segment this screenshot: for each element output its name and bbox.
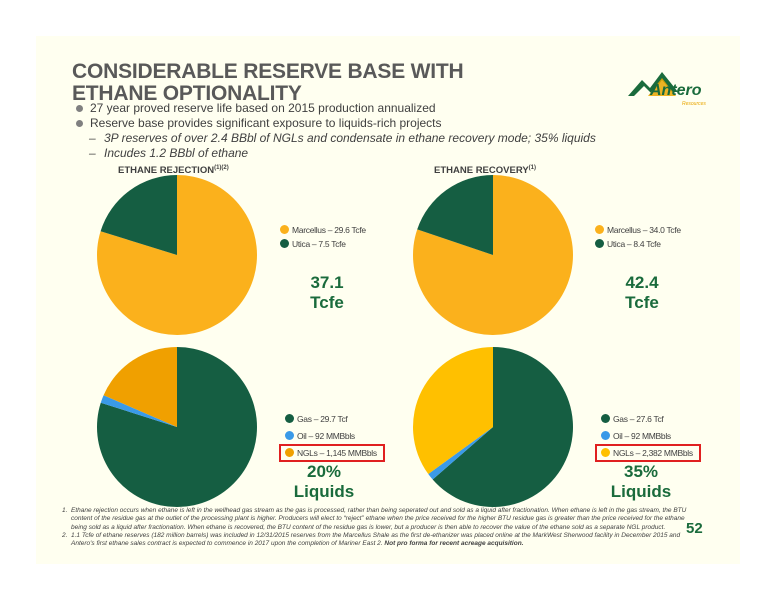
footnote-2: 2. 1.1 Tcfe of ethane reserves (182 milli…	[62, 531, 681, 548]
legend-item: Utica – 8.4 Tcfe	[595, 238, 661, 250]
title-line-1: CONSIDERABLE RESERVE BASE WITH	[72, 60, 464, 83]
panel-header-ethane-recovery: ETHANE RECOVERY(1)	[434, 165, 537, 177]
legend-item: Gas – 29.7 Tcf	[285, 413, 348, 425]
pie-slice-ngls	[413, 347, 493, 475]
pie-chart-recovery-products	[413, 347, 573, 507]
bullet-item: Reserve base provides significant exposu…	[74, 116, 634, 131]
footnotes: 1. Ethane rejection occurs when ethane is…	[62, 507, 702, 548]
legend-swatch-icon	[595, 239, 604, 248]
pie-slice-utica	[100, 175, 177, 255]
page-number: 52	[686, 520, 703, 537]
pie-chart-rejection-products	[97, 347, 257, 507]
dash-icon: –	[89, 131, 96, 145]
pie-chart-recovery-reserves	[413, 175, 573, 335]
sub-bullet-item: – Incudes 1.2 BBbl of ethane	[89, 146, 249, 160]
legend-item: Oil – 92 MMBbls	[285, 430, 355, 442]
slide-title: CONSIDERABLE RESERVE BASE WITH ETHANE OP…	[72, 61, 592, 105]
bullet-list: 27 year proved reserve life based on 201…	[74, 101, 634, 161]
title-line-2: ETHANE OPTIONALITY	[72, 82, 302, 105]
legend-swatch-icon	[280, 239, 289, 248]
bullet-dot-icon	[76, 105, 83, 112]
legend-item-highlighted: NGLs – 1,145 MMBbls	[279, 444, 385, 462]
legend-swatch-icon	[601, 431, 610, 440]
pie-slice-ngls	[103, 347, 177, 427]
pie-slice-gas	[432, 347, 573, 507]
antero-logo-icon	[628, 72, 678, 96]
legend-swatch-icon	[601, 448, 610, 457]
bullet-item: 27 year proved reserve life based on 201…	[74, 101, 634, 116]
logo-subtitle: Resources	[682, 101, 706, 107]
legend-item-highlighted: NGLs – 2,382 MMBbls	[595, 444, 701, 462]
bullet-dot-icon	[76, 120, 83, 127]
legend-item: Oil – 92 MMBbls	[601, 430, 671, 442]
pie-center-label: 35% Liquids	[610, 462, 672, 501]
pie-center-label: 20% Liquids	[293, 462, 355, 501]
legend-swatch-icon	[285, 448, 294, 457]
pie-chart-rejection-reserves	[97, 175, 257, 335]
legend-swatch-icon	[595, 225, 604, 234]
legend-swatch-icon	[285, 414, 294, 423]
pie-slice-oil	[100, 395, 177, 427]
legend-item: Marcellus – 29.6 Tcfe	[280, 224, 366, 236]
legend-swatch-icon	[601, 414, 610, 423]
sub-bullet-item: –3P reserves of over 2.4 BBbl of NGLs an…	[89, 131, 596, 145]
pie-slice-oil	[428, 427, 493, 480]
legend-item: Gas – 27.6 Tcf	[601, 413, 664, 425]
footnote-1: 1. Ethane rejection occurs when ethane is…	[62, 507, 687, 531]
pie-center-label: 37.1 Tcfe	[310, 273, 344, 312]
pie-center-label: 42.4 Tcfe	[625, 273, 659, 312]
legend-item: Marcellus – 34.0 Tcfe	[595, 224, 681, 236]
logo-wordmark: Antero	[650, 82, 702, 99]
dash-icon: –	[89, 146, 96, 160]
legend-item: Utica – 7.5 Tcfe	[280, 238, 346, 250]
legend-swatch-icon	[285, 431, 294, 440]
pie-slice-utica	[417, 175, 493, 255]
legend-swatch-icon	[280, 225, 289, 234]
panel-header-ethane-rejection: ETHANE REJECTION(1)(2)	[118, 165, 229, 177]
